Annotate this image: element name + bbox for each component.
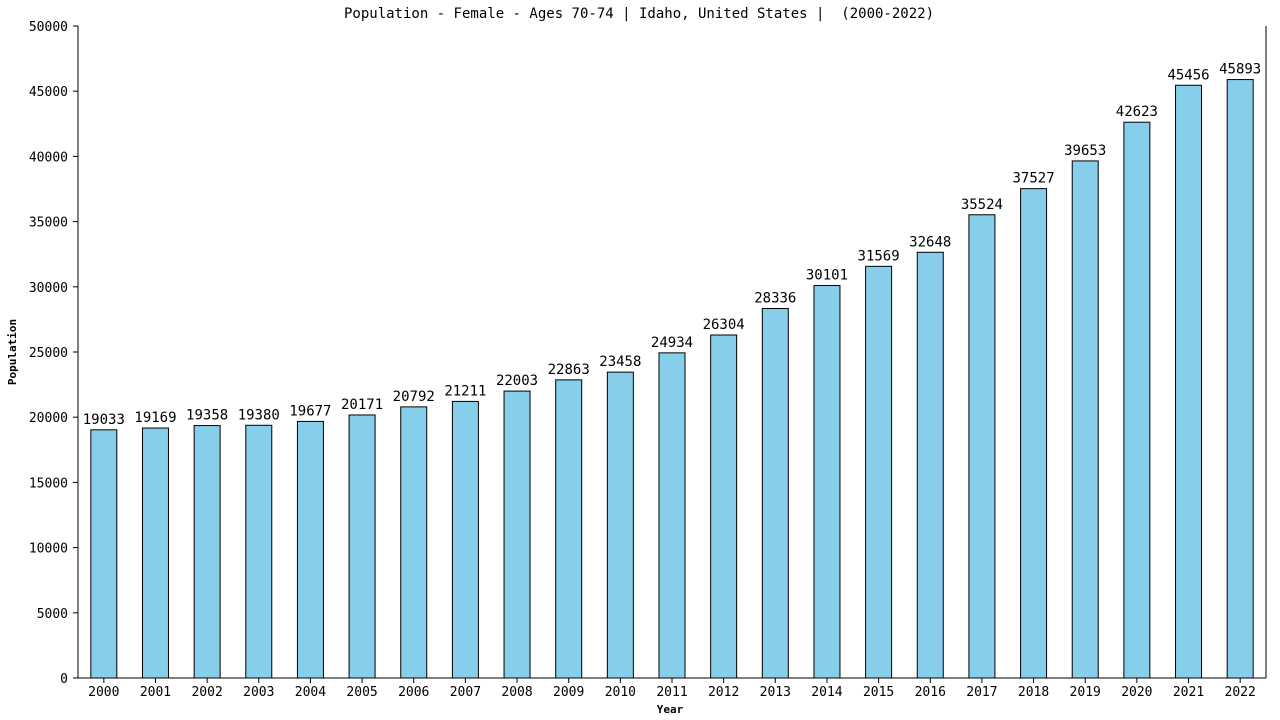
bar-2006 — [400, 406, 428, 679]
bar-2017 — [968, 214, 996, 679]
x-tick-label-2008: 2008 — [501, 685, 532, 700]
x-tick-label-2006: 2006 — [398, 685, 429, 700]
x-tick-label-2017: 2017 — [966, 685, 997, 700]
x-tick-label-2005: 2005 — [346, 685, 377, 700]
y-tick-label: 5000 — [37, 607, 68, 622]
bar-2007 — [451, 400, 479, 679]
data-label-2011: 24934 — [651, 335, 693, 351]
bar-2013 — [761, 307, 789, 679]
data-label-2022: 45893 — [1219, 62, 1261, 78]
y-tick-label: 15000 — [29, 476, 68, 491]
bar-2019 — [1071, 160, 1099, 679]
x-tick-label-2002: 2002 — [191, 685, 222, 700]
y-axis-label: Population — [6, 319, 19, 385]
bar-2020 — [1123, 121, 1151, 679]
data-label-2013: 28336 — [754, 290, 796, 306]
data-label-2021: 45456 — [1167, 67, 1209, 83]
x-tick-label-2000: 2000 — [88, 685, 119, 700]
y-tick-label: 10000 — [29, 542, 68, 557]
x-tick-label-2007: 2007 — [450, 685, 481, 700]
x-tick-label-2012: 2012 — [708, 685, 739, 700]
x-axis-label: Year — [657, 703, 684, 716]
y-tick-label: 45000 — [29, 85, 68, 100]
bar-2016 — [916, 251, 944, 679]
data-label-2002: 19358 — [186, 408, 228, 424]
bar-2009 — [555, 379, 583, 679]
data-label-2008: 22003 — [496, 373, 538, 389]
x-tick-label-2015: 2015 — [863, 685, 894, 700]
data-label-2009: 22863 — [548, 362, 590, 378]
bar-2000 — [90, 429, 118, 679]
y-tick-label: 35000 — [29, 216, 68, 231]
bar-2010 — [606, 371, 634, 679]
x-tick-label-2021: 2021 — [1173, 685, 1204, 700]
bars — [90, 79, 1254, 679]
data-label-2006: 20792 — [393, 389, 435, 405]
x-tick-label-2011: 2011 — [656, 685, 687, 700]
x-tick-label-2016: 2016 — [915, 685, 946, 700]
data-label-2017: 35524 — [961, 197, 1003, 213]
y-tick-label: 50000 — [29, 20, 68, 35]
data-label-2010: 23458 — [599, 354, 641, 370]
x-tick-label-2010: 2010 — [605, 685, 636, 700]
data-label-2000: 19033 — [83, 412, 125, 428]
x-tick-label-2018: 2018 — [1018, 685, 1049, 700]
x-tick-label-2014: 2014 — [811, 685, 842, 700]
bar-2022 — [1226, 79, 1254, 679]
y-tick-label: 20000 — [29, 411, 68, 426]
x-tick-label-2022: 2022 — [1225, 685, 1256, 700]
chart-title: Population - Female - Ages 70-74 | Idaho… — [344, 6, 934, 22]
bar-2003 — [245, 424, 273, 679]
y-tick-label: 0 — [60, 672, 68, 687]
x-tick-label-2003: 2003 — [243, 685, 274, 700]
bar-2015 — [865, 265, 893, 679]
data-label-2020: 42623 — [1116, 104, 1158, 120]
bar-2021 — [1175, 84, 1203, 679]
data-label-2014: 30101 — [806, 267, 848, 283]
data-label-2003: 19380 — [238, 407, 280, 423]
bar-2011 — [658, 352, 686, 679]
bar-2001 — [141, 427, 169, 679]
y-tick-label: 25000 — [29, 346, 68, 361]
x-tick-label-2019: 2019 — [1070, 685, 1101, 700]
x-tick-label-2009: 2009 — [553, 685, 584, 700]
data-label-2004: 19677 — [289, 403, 331, 419]
data-label-2005: 20171 — [341, 397, 383, 413]
data-label-2015: 31569 — [858, 248, 900, 264]
data-label-2007: 21211 — [444, 383, 486, 399]
x-tick-label-2001: 2001 — [140, 685, 171, 700]
y-axis: 0 5000 10000 15000 20000 25000 30000 35000 40000… — [29, 20, 1267, 687]
data-label-2016: 32648 — [909, 234, 951, 250]
bar-2012 — [710, 334, 738, 679]
bar-2004 — [296, 420, 324, 679]
data-label-2018: 37527 — [1012, 171, 1054, 187]
y-tick-label: 30000 — [29, 281, 68, 296]
x-axis: 2000 2001 2002 2003 2004 2005 2006 2007 2008 2009… — [78, 677, 1266, 700]
bar-2002 — [193, 425, 221, 679]
data-labels: 19033 19169 19358 19380 19677 20171 20792 21211… — [83, 62, 1262, 428]
y-tick-label: 40000 — [29, 150, 68, 165]
bar-2008 — [503, 390, 531, 679]
data-label-2001: 19169 — [134, 410, 176, 426]
x-tick-label-2020: 2020 — [1121, 685, 1152, 700]
bar-2014 — [813, 284, 841, 679]
x-tick-label-2004: 2004 — [295, 685, 326, 700]
bar-2005 — [348, 414, 376, 679]
data-label-2019: 39653 — [1064, 143, 1106, 159]
data-label-2012: 26304 — [703, 317, 745, 333]
x-tick-label-2013: 2013 — [760, 685, 791, 700]
bar-2018 — [1020, 188, 1048, 679]
